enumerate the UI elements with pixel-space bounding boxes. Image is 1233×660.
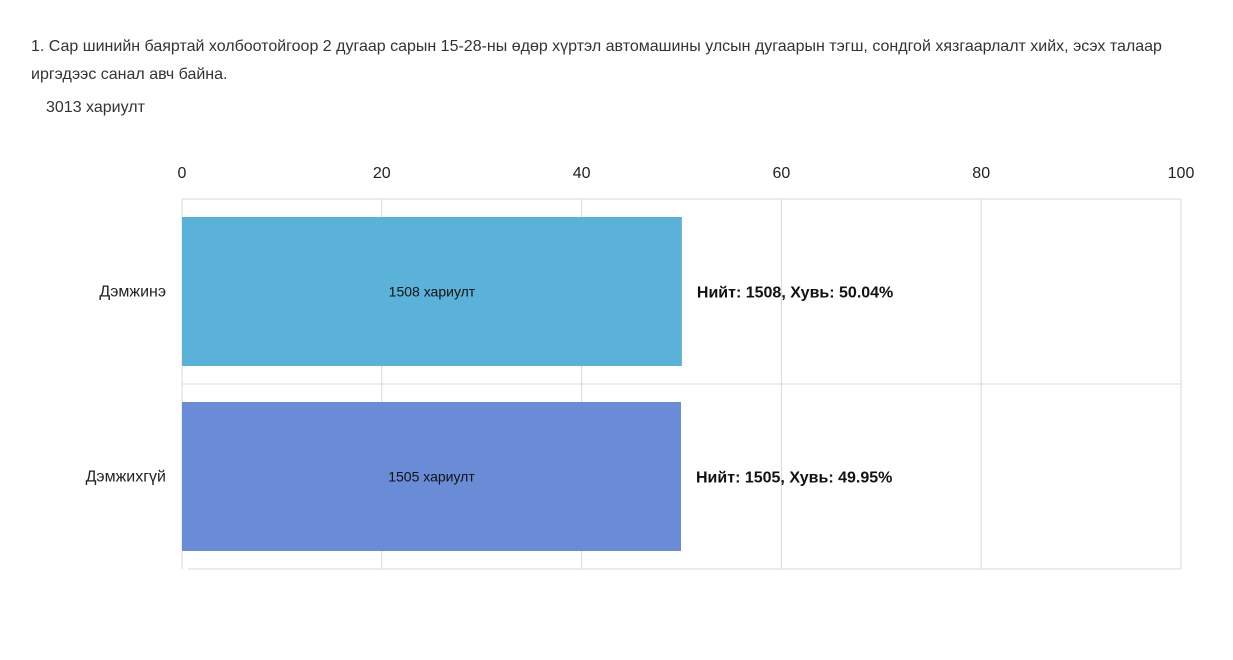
x-tick-label: 40 — [573, 165, 591, 182]
category-label: Дэмжихгүй — [86, 469, 166, 486]
bar-value-label: 1508 хариулт — [389, 284, 476, 300]
bar-1 — [182, 217, 682, 366]
total-labels: Нийт: 1508, Хувь: 50.04% Нийт: 1505, Хувь… — [696, 285, 893, 487]
x-tick-label: 60 — [773, 165, 791, 182]
bars — [182, 217, 682, 551]
x-tick-label: 0 — [178, 165, 187, 182]
bar-2 — [182, 402, 682, 551]
question-text: 1. Сар шинийн баяртай холбоотойгоор 2 ду… — [31, 38, 1162, 83]
bar-value-labels: 1508 хариулт 1505 хариулт — [388, 284, 476, 485]
bar-value-label: 1505 хариулт — [388, 469, 475, 485]
x-tick-labels: 0 20 40 60 80 100 — [178, 165, 1195, 182]
x-tick-label: 80 — [972, 165, 990, 182]
total-label: Нийт: 1508, Хувь: 50.04% — [697, 285, 893, 302]
x-tick-label: 100 — [1168, 165, 1195, 182]
category-label: Дэмжинэ — [99, 284, 166, 301]
x-tick-label: 20 — [373, 165, 391, 182]
category-labels: Дэмжинэ Дэмжихгүй — [86, 284, 166, 486]
total-label: Нийт: 1505, Хувь: 49.95% — [696, 470, 892, 487]
responses-count: 3013 хариулт — [46, 99, 145, 116]
